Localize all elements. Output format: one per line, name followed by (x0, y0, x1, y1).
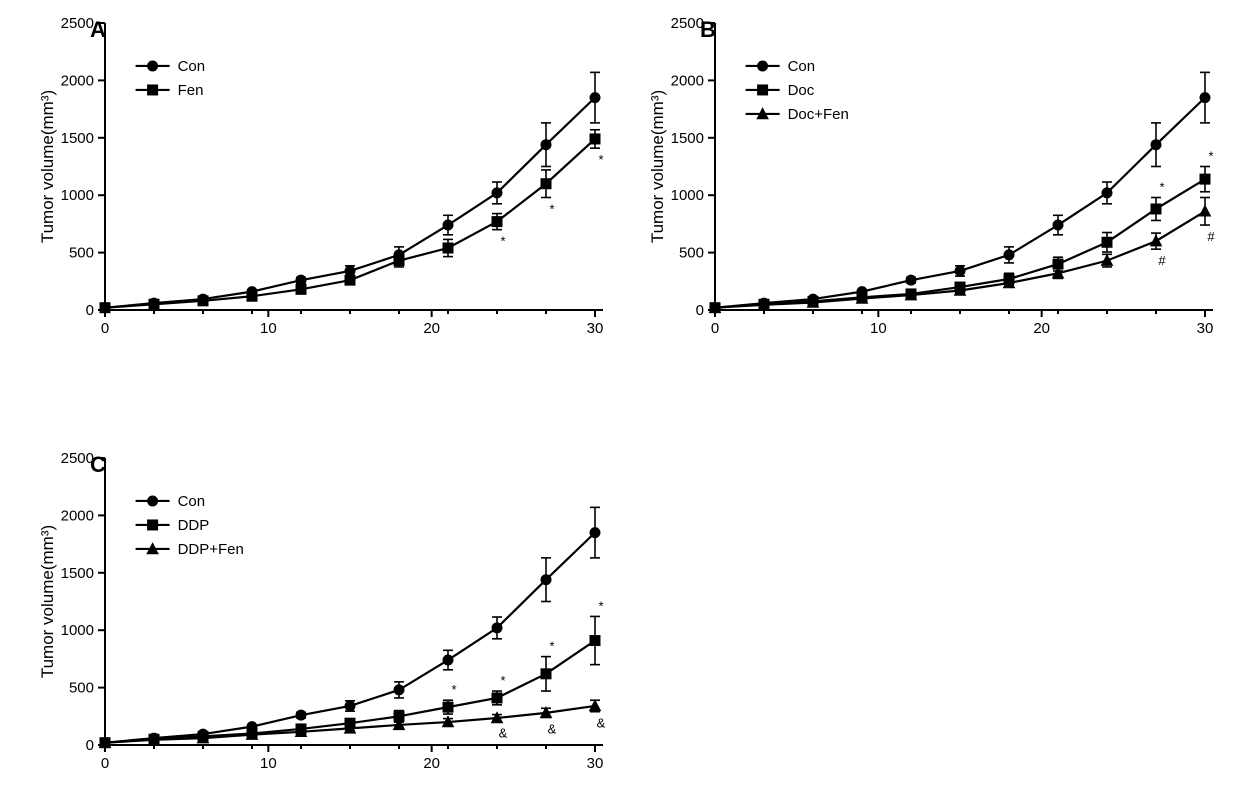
svg-text:0: 0 (101, 320, 109, 337)
svg-text:0: 0 (711, 320, 719, 337)
svg-text:*: * (1159, 179, 1164, 194)
svg-text:#: # (1158, 253, 1166, 268)
svg-text:Tumor volume(mm³): Tumor volume(mm³) (648, 90, 667, 243)
svg-text:0: 0 (101, 755, 109, 772)
svg-text:0: 0 (696, 302, 704, 319)
svg-text:2000: 2000 (61, 72, 94, 89)
svg-text:*: * (598, 598, 603, 613)
svg-text:&: & (597, 716, 606, 731)
svg-text:*: * (500, 234, 505, 249)
svg-text:30: 30 (587, 320, 604, 337)
svg-text:0: 0 (86, 737, 94, 754)
svg-text:500: 500 (69, 680, 94, 697)
svg-text:1000: 1000 (671, 187, 704, 204)
svg-text:Doc: Doc (788, 82, 815, 99)
svg-text:20: 20 (423, 320, 440, 337)
svg-text:Tumor volume(mm³): Tumor volume(mm³) (38, 525, 57, 678)
chart-A: 0 500 1000 1500 2000 2500 Tumor volume(mm³) 0 10… (30, 5, 620, 355)
svg-text:*: * (549, 201, 554, 216)
svg-text:&: & (499, 725, 508, 740)
svg-text:Con: Con (178, 58, 206, 75)
panel-label-C: C (90, 452, 106, 478)
svg-text:*: * (549, 639, 554, 654)
panel-label-B: B (700, 17, 716, 43)
svg-text:Fen: Fen (178, 82, 204, 99)
svg-text:2000: 2000 (671, 72, 704, 89)
svg-text:1500: 1500 (671, 130, 704, 147)
panel-A: A 0 500 1000 1500 2000 2500 Tumor volume(mm³) 0 1… (30, 5, 620, 355)
svg-text:Doc+Fen: Doc+Fen (788, 106, 849, 123)
svg-text:2500: 2500 (671, 15, 704, 32)
svg-text:10: 10 (260, 755, 277, 772)
svg-text:1000: 1000 (61, 622, 94, 639)
svg-text:Tumor volume(mm³): Tumor volume(mm³) (38, 90, 57, 243)
svg-text:2500: 2500 (61, 15, 94, 32)
svg-text:20: 20 (423, 755, 440, 772)
svg-text:#: # (1207, 229, 1215, 244)
svg-text:*: * (451, 682, 456, 697)
svg-text:DDP+Fen: DDP+Fen (178, 541, 244, 558)
svg-text:1500: 1500 (61, 565, 94, 582)
svg-text:10: 10 (260, 320, 277, 337)
svg-text:&: & (548, 721, 557, 736)
svg-text:Con: Con (788, 58, 816, 75)
svg-text:2000: 2000 (61, 507, 94, 524)
svg-text:500: 500 (69, 245, 94, 262)
panel-B: B 0 500 1000 1500 2000 2500 Tumor volume(mm³) 0 1… (640, 5, 1230, 355)
svg-text:Con: Con (178, 493, 206, 510)
svg-text:30: 30 (587, 755, 604, 772)
svg-text:0: 0 (86, 302, 94, 319)
svg-text:1500: 1500 (61, 130, 94, 147)
svg-text:*: * (1208, 149, 1213, 164)
chart-B: 0 500 1000 1500 2000 2500 Tumor volume(mm³) 0 10… (640, 5, 1230, 355)
svg-text:1000: 1000 (61, 187, 94, 204)
svg-text:*: * (500, 673, 505, 688)
panel-label-A: A (90, 17, 106, 43)
chart-C: 0 500 1000 1500 2000 2500 Tumor volume(mm³) 0 10… (30, 440, 620, 790)
svg-text:*: * (598, 152, 603, 167)
svg-text:10: 10 (870, 320, 887, 337)
svg-text:2500: 2500 (61, 450, 94, 467)
svg-text:30: 30 (1197, 320, 1214, 337)
svg-text:DDP: DDP (178, 517, 210, 534)
panel-C: C 0 500 1000 1500 2000 2500 Tumor volume(mm³) 0 1… (30, 440, 620, 790)
svg-text:20: 20 (1033, 320, 1050, 337)
svg-text:500: 500 (679, 245, 704, 262)
